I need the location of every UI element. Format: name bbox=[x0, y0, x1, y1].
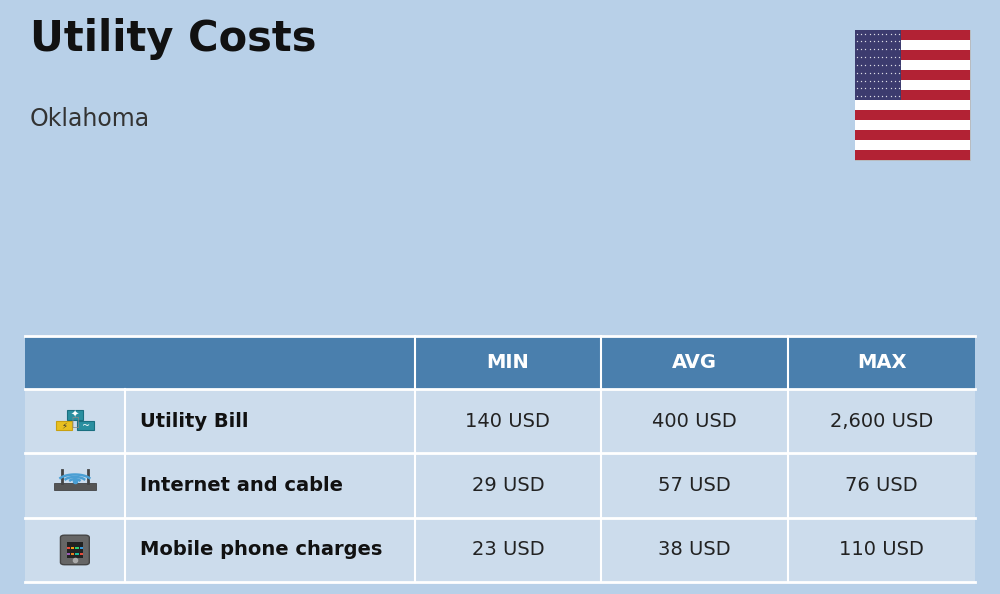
Bar bbox=[80, 547, 83, 549]
Text: ⚡: ⚡ bbox=[61, 421, 67, 430]
Bar bbox=[855, 30, 901, 100]
Bar bbox=[25, 453, 975, 518]
FancyBboxPatch shape bbox=[60, 535, 89, 565]
Text: 110 USD: 110 USD bbox=[839, 541, 924, 560]
Text: 57 USD: 57 USD bbox=[658, 476, 731, 495]
Text: Utility Costs: Utility Costs bbox=[30, 18, 316, 60]
Text: 140 USD: 140 USD bbox=[465, 412, 550, 431]
Text: 2,600 USD: 2,600 USD bbox=[830, 412, 933, 431]
Bar bbox=[75, 547, 79, 549]
Bar bbox=[855, 90, 970, 100]
Text: 76 USD: 76 USD bbox=[845, 476, 918, 495]
Bar bbox=[67, 553, 70, 555]
Bar bbox=[855, 140, 970, 150]
Bar bbox=[54, 484, 96, 490]
Bar bbox=[855, 130, 970, 140]
Bar bbox=[71, 547, 74, 549]
Bar bbox=[855, 150, 970, 160]
Bar bbox=[855, 70, 970, 80]
Text: AVG: AVG bbox=[672, 353, 717, 372]
Bar bbox=[75, 553, 79, 555]
Bar bbox=[80, 553, 83, 555]
Text: MIN: MIN bbox=[487, 353, 529, 372]
Text: Internet and cable: Internet and cable bbox=[140, 476, 343, 495]
Bar bbox=[855, 30, 970, 40]
Text: ✦: ✦ bbox=[71, 410, 79, 420]
Bar bbox=[855, 60, 970, 70]
Bar bbox=[25, 518, 975, 582]
Bar bbox=[855, 100, 970, 110]
Text: 29 USD: 29 USD bbox=[472, 476, 544, 495]
Text: 🧍: 🧍 bbox=[71, 416, 79, 429]
Bar bbox=[855, 50, 970, 60]
Bar bbox=[855, 40, 970, 50]
Bar bbox=[25, 389, 975, 453]
Bar bbox=[56, 421, 72, 431]
Text: Utility Bill: Utility Bill bbox=[140, 412, 248, 431]
Bar bbox=[67, 410, 83, 420]
Text: 38 USD: 38 USD bbox=[658, 541, 731, 560]
Bar bbox=[71, 553, 74, 555]
Bar bbox=[77, 421, 94, 431]
Bar bbox=[67, 542, 83, 558]
Bar bbox=[855, 120, 970, 130]
Bar bbox=[67, 547, 70, 549]
Text: ~: ~ bbox=[82, 421, 90, 431]
Text: Mobile phone charges: Mobile phone charges bbox=[140, 541, 382, 560]
Bar bbox=[855, 30, 970, 160]
Text: 23 USD: 23 USD bbox=[472, 541, 544, 560]
Text: MAX: MAX bbox=[857, 353, 906, 372]
Text: 400 USD: 400 USD bbox=[652, 412, 737, 431]
Text: Oklahoma: Oklahoma bbox=[30, 107, 150, 131]
Bar bbox=[855, 80, 970, 90]
Bar bbox=[855, 110, 970, 120]
Bar bbox=[25, 336, 975, 389]
